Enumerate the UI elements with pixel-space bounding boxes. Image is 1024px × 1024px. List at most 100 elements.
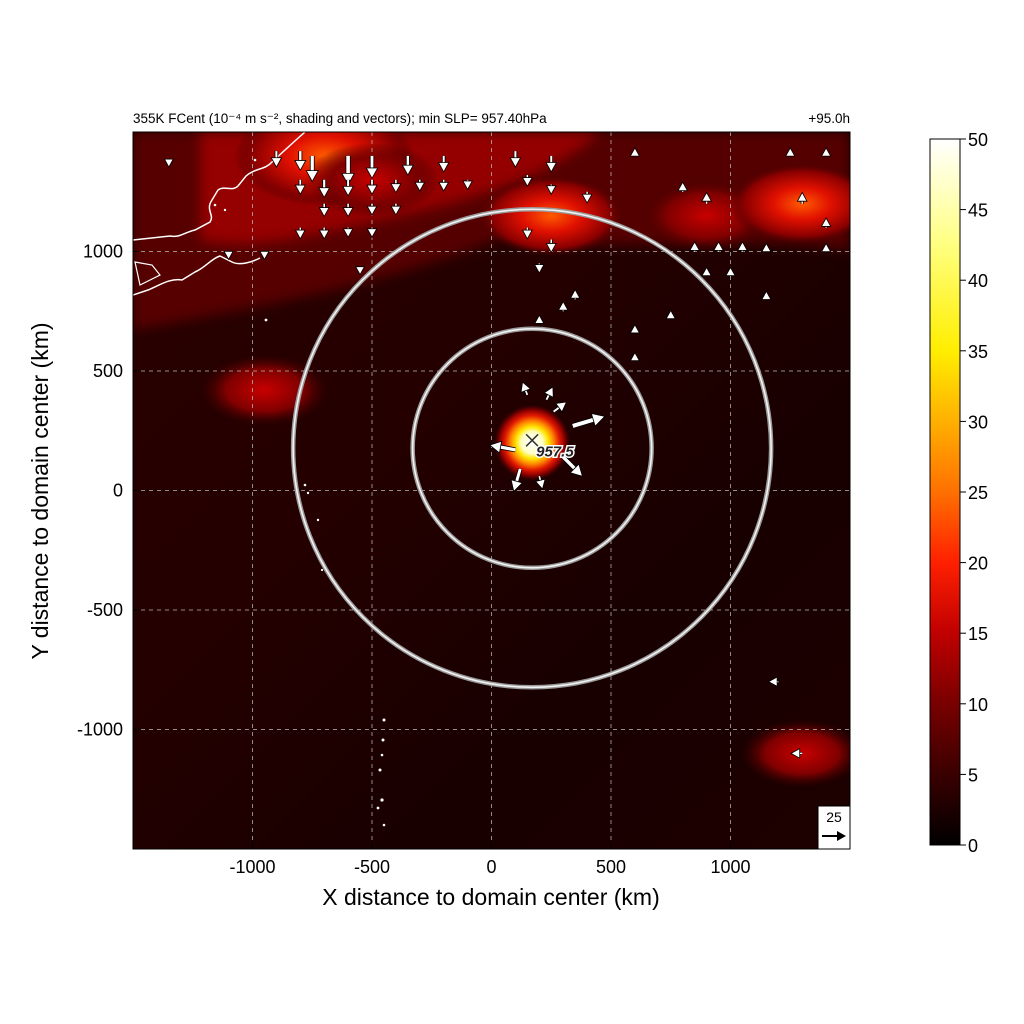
vector-arrow [534,314,545,324]
chart-title: 355K FCent (10⁻⁴ m s⁻², shading and vect… [133,111,547,126]
vector-arrow [790,747,803,759]
vector-arrow [545,184,557,196]
vector-arrow [342,179,354,197]
x-axis: -1000 -500 0 500 1000 [229,843,751,877]
colorbar-tick-label: 10 [968,695,988,715]
vector-arrow [701,191,713,204]
x-tick-label: -500 [354,857,390,877]
coastline [133,132,306,241]
vector-arrow [533,263,545,274]
coastline [133,255,261,296]
vector-arrow [820,217,832,228]
forecast-hour: +95.0h [808,111,850,126]
range-ring-inner [292,208,772,689]
x-tick-label: -1000 [229,857,275,877]
x-tick-label: 1000 [710,857,750,877]
vector-arrow [414,179,426,192]
colorbar-tick-label: 45 [968,201,988,221]
x-tick-label: 0 [486,857,496,877]
vector-arrow [820,242,832,253]
colorbar-gradient [929,138,961,846]
vector-arrow [509,151,522,168]
vector-arrow [462,179,473,191]
storm-center-marker: 957.5 [525,433,576,462]
vector-arrow [761,290,772,300]
vector-arrow [437,155,450,173]
vector-arrow [259,250,270,261]
range-rings [290,207,774,690]
y-tick-label: -1000 [77,720,123,740]
vector-arrow [223,250,234,261]
vector-arrow [767,676,779,688]
vector-arrow [561,455,583,477]
colorbar-tick-label: 0 [968,836,978,856]
storm-center-label: 957.5 [536,443,574,460]
y-tick-label: 0 [113,481,123,501]
colorbar-tick-label: 30 [968,412,988,432]
vector-arrow [571,412,606,429]
vector-arrow [689,241,700,252]
vector-arrow [820,147,832,157]
vector-arrow [438,179,450,192]
y-tick-label: 500 [93,361,123,381]
vector-arrow [390,179,402,194]
y-axis-title: Y distance to domain center (km) [27,322,53,659]
field-hotspot [729,163,850,245]
vector-arrow [629,147,641,157]
y-axis: -1000 -500 0 500 1000 [77,242,139,740]
vector-arrow [294,179,307,196]
vector-arrow [342,227,354,239]
vector-arrow [366,203,378,216]
vector-arrow [294,151,307,172]
y-tick-label: -500 [87,600,123,620]
coastline [134,261,161,286]
reference-vector-legend: 25 [817,805,851,850]
vector-arrow [677,181,689,192]
vector-arrow [488,440,516,454]
x-axis-title: X distance to domain center (km) [322,884,659,910]
colorbar-tick-label: 40 [968,271,988,291]
vector-arrow [629,351,640,362]
vector-arrow [318,179,331,199]
colorbar-tick-label: 35 [968,342,988,362]
x-tick-label: 500 [596,857,626,877]
vector-arrow [521,175,533,188]
vector-arrow [401,155,414,176]
vector-arrow [569,288,581,300]
colorbar-tick-label: 20 [968,554,988,574]
vector-arrow [510,468,523,493]
vector-arrow [543,386,554,401]
vector-arrow [305,155,319,183]
islands [213,158,386,827]
colorbar: 0 5 10 15 20 25 30 35 40 45 50 [929,130,988,856]
vector-arrow [665,309,676,320]
vector-arrow [520,381,532,396]
vector-arrow [294,227,306,240]
colorbar-tick-label: 15 [968,624,988,644]
vector-arrow [545,155,558,173]
vector-arrow [341,155,356,186]
heatmap-field [133,132,850,849]
vector-arrow [521,227,533,240]
vector-arrow [545,239,557,254]
vector-arrow [354,266,366,276]
colorbar-tick-label: 25 [968,483,988,503]
vector-arrow [785,147,796,157]
vector-arrow [581,191,593,204]
vector-arrow [701,266,712,277]
vector-arrow [534,475,546,490]
vector-field [163,147,832,759]
vector-arrow [725,266,736,277]
reference-vector-value: 25 [826,809,842,825]
vector-arrow [318,203,330,218]
vector-arrow [557,300,569,312]
vector-arrow [761,242,772,253]
vector-arrow [390,203,402,216]
vector-arrow [737,241,748,252]
vector-arrow [713,241,724,252]
colorbar-tick-label: 5 [968,765,978,785]
vector-arrow [366,179,378,196]
vector-arrow [629,323,641,334]
vector-arrow [163,158,174,168]
